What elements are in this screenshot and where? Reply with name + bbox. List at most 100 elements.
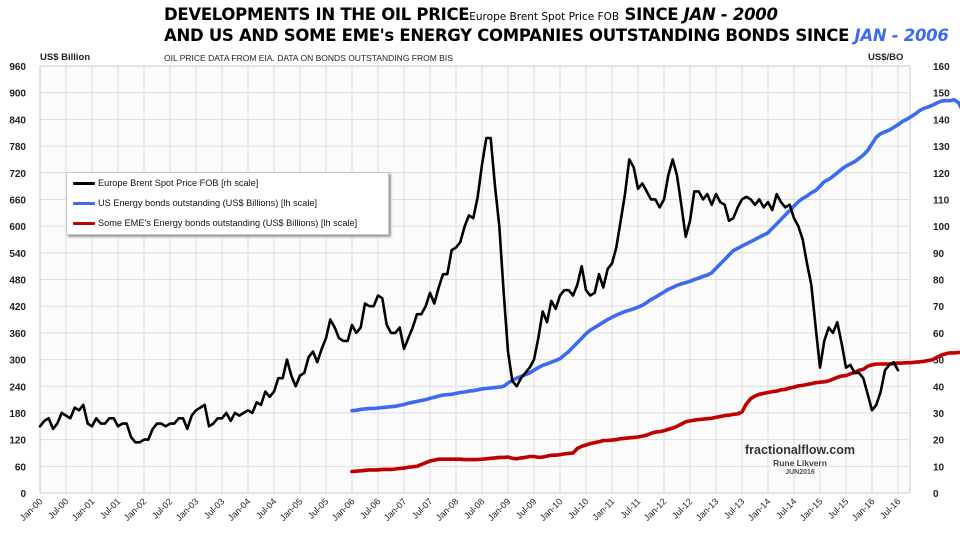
credit-site: fractionalflow.com [745,443,855,457]
y-tick-left: 360 [9,329,26,340]
chart-subtitle: OIL PRICE DATA FROM EIA. DATA ON BONDS O… [164,53,453,63]
y-tick-right: 30 [933,409,945,420]
y-tick-right: 90 [933,249,945,260]
y-tick-left: 720 [9,169,26,180]
x-tick: Jan-14 [746,496,773,523]
y-tick-left: 840 [9,115,26,126]
y-tick-left: 540 [9,249,26,260]
y-tick-right: 120 [933,169,950,180]
y-tick-right: 40 [933,382,945,393]
x-tick: Jan-15 [798,496,825,523]
x-tick: Jul-11 [618,496,642,520]
y-tick-left: 60 [15,462,27,473]
x-tick: Jan-08 [434,496,461,523]
y-tick-left: 240 [9,382,26,393]
y-tick-right: 60 [933,329,945,340]
x-tick: Jul-12 [670,496,694,520]
chart-title-line1: DEVELOPMENTS IN THE OIL PRICEEurope Bren… [164,5,778,24]
x-tick: Jan-16 [850,496,877,523]
title-main: DEVELOPMENTS IN THE OIL PRICE [164,5,470,24]
x-tick: Jan-07 [382,496,409,523]
y-tick-left: 300 [9,356,26,367]
y-tick-left: 900 [9,89,26,100]
y-axis-right-label: US$/BO [868,52,904,63]
y-tick-right: 150 [933,89,950,100]
series-line-us-bonds [350,98,960,413]
x-tick: Jul-09 [514,496,538,520]
y-tick-left: 780 [9,142,26,153]
x-tick: Jul-00 [46,496,70,520]
legend: Europe Brent Spot Price FOB [rh scale] U… [66,172,389,235]
gridlines [40,66,910,493]
x-tick: Jan-06 [330,496,357,523]
y-tick-left: 600 [9,222,26,233]
y-tick-left: 120 [9,436,26,447]
y-axis-right: 0 10 20 30 40 50 60 70 80 90 100 110 120 130 140 150 160 [933,62,950,500]
x-tick: Jul-13 [722,496,746,520]
legend-swatch-black [73,181,95,185]
y-axis-left-label: US$ Billion [40,52,91,63]
legend-swatch-red [73,221,95,225]
y-tick-right: 70 [933,302,945,313]
y-tick-left: 660 [9,195,26,206]
credit-date: JUN2016 [785,469,815,476]
series-line-brent [38,136,900,444]
title-since: SINCE [619,5,684,24]
x-tick: Jan-05 [278,496,305,523]
x-tick: Jan-04 [226,496,253,523]
x-tick: Jul-05 [306,496,330,520]
x-tick: Jan-12 [642,496,669,523]
x-tick: Jul-02 [150,496,174,520]
y-tick-left: 420 [9,302,26,313]
x-tick: Jul-03 [202,496,226,520]
y-tick-right: 140 [933,115,950,126]
legend-item-us-bonds: US Energy bonds outstanding (US$ Billion… [73,196,317,210]
y-tick-right: 130 [933,142,950,153]
title2-date: JAN - 2006 [854,26,949,45]
plot-border [39,65,911,494]
y-tick-left: 480 [9,276,26,287]
y-tick-right: 100 [933,222,950,233]
y-tick-left: 0 [20,489,26,500]
x-tick: Jan-09 [486,496,513,523]
title-date: JAN - 2000 [683,5,778,24]
y-tick-right: 80 [933,276,945,287]
credit-block: fractionalflow.com Rune Likvern JUN2016 [738,443,862,476]
y-tick-right: 20 [933,436,945,447]
x-tick: Jan-02 [122,496,149,523]
legend-label: Europe Brent Spot Price FOB [rh scale] [98,178,259,188]
credit-author: Rune Likvern [773,458,827,468]
legend-item-brent: Europe Brent Spot Price FOB [rh scale] [73,176,258,190]
title-small: Europe Brent Spot Price FOB [469,11,620,23]
chart-title-line2: AND US AND SOME EME's ENERGY COMPANIES O… [164,26,949,45]
x-tick: Jul-14 [774,496,798,520]
x-tick: Jan-10 [538,496,565,523]
x-tick: Jan-13 [694,496,721,523]
y-tick-right: 10 [933,462,945,473]
x-tick: Jan-00 [18,496,45,523]
y-tick-left: 960 [9,62,26,73]
x-axis: Jan-00 Jul-00 Jan-01 Jul-01 Jan-02 Jul-02 Jan-… [18,496,903,523]
y-tick-right: 50 [933,356,945,367]
x-tick: Jan-11 [590,496,616,522]
legend-swatch-blue [73,201,95,205]
y-tick-right: 0 [933,489,939,500]
y-axis-left: 0 60 120 180 240 300 360 420 480 540 600 660 720 780 8… [9,62,26,500]
y-tick-right: 160 [933,62,950,73]
legend-label: US Energy bonds outstanding (US$ Billion… [98,198,318,208]
x-tick: Jul-06 [358,496,382,520]
legend-item-eme-bonds: Some EME's Energy bonds outstanding (US$… [73,216,357,230]
y-tick-right: 110 [933,195,950,206]
x-tick: Jul-10 [566,496,590,520]
legend-label: Some EME's Energy bonds outstanding (US$… [98,218,358,228]
x-tick: Jul-16 [878,496,902,520]
x-tick: Jan-03 [174,496,201,523]
x-tick: Jul-07 [410,496,434,520]
x-tick: Jul-01 [98,496,122,520]
x-tick: Jul-08 [462,496,486,520]
x-tick: Jul-15 [826,496,850,520]
y-tick-left: 180 [9,409,26,420]
x-tick: Jul-04 [254,496,278,520]
series-group [38,98,960,474]
